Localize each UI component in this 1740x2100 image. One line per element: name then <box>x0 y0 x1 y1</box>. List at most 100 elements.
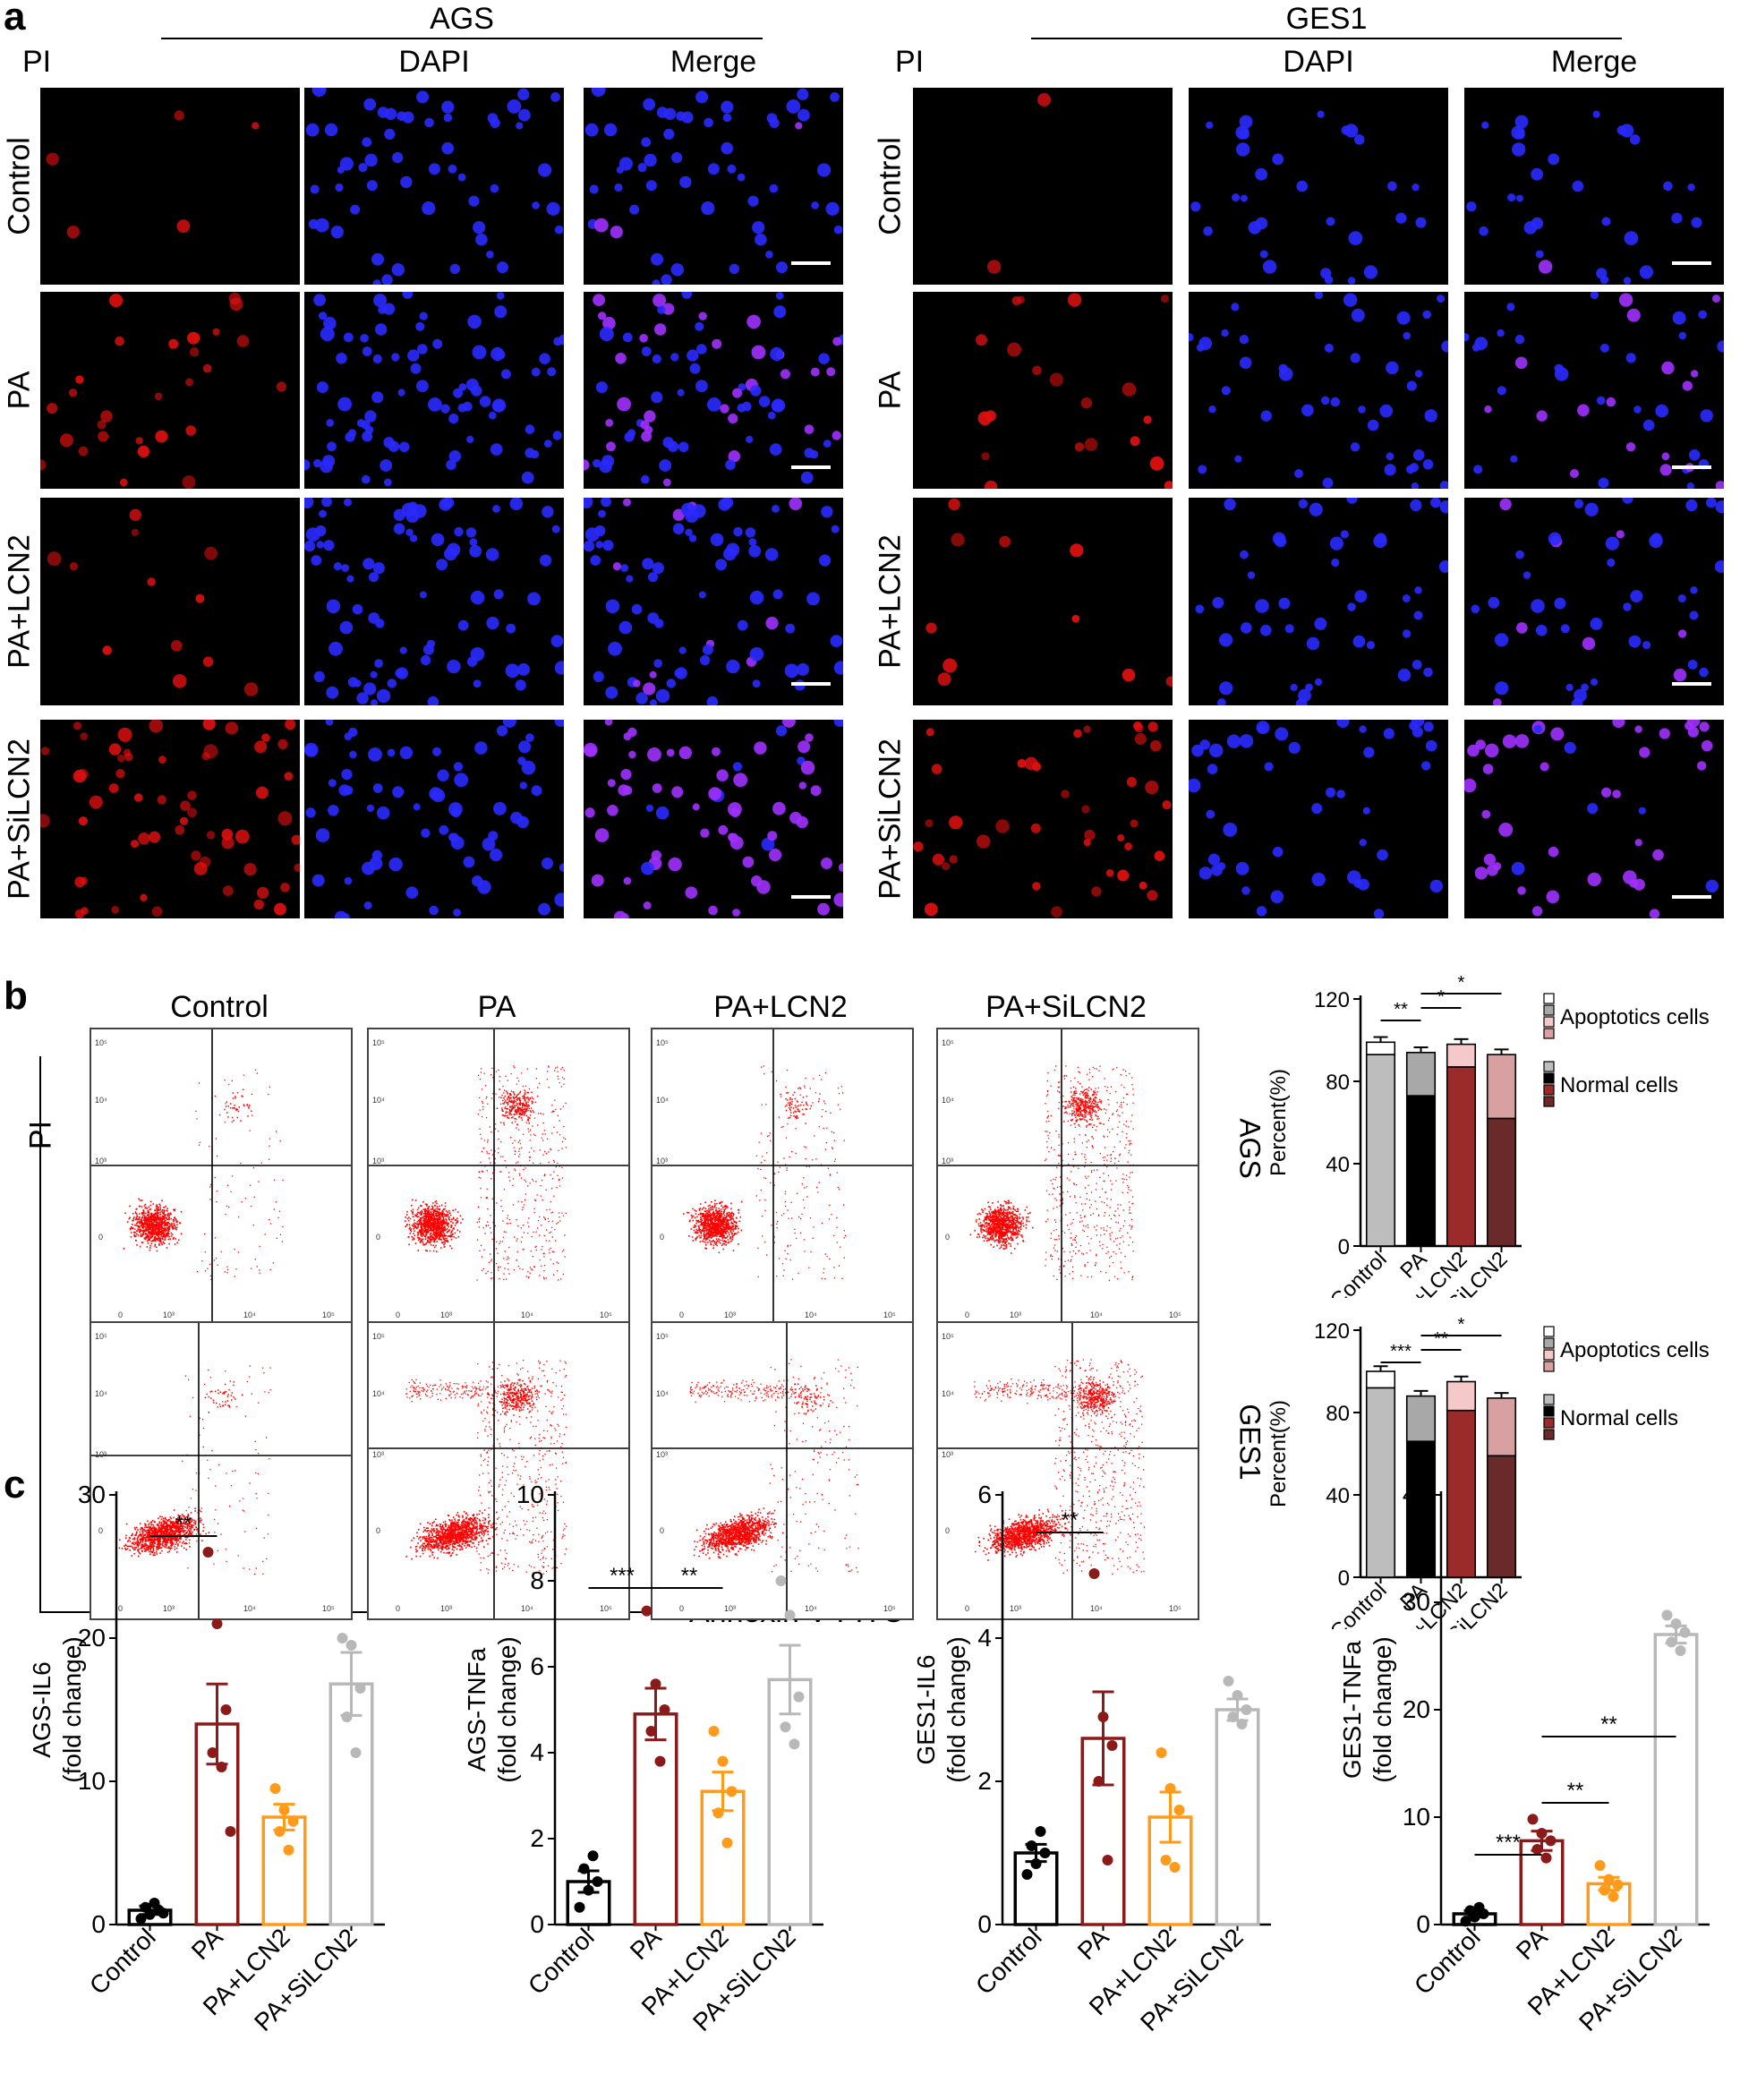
cell <box>1514 734 1530 748</box>
y-tick-label: 10 <box>1403 1803 1430 1831</box>
cell <box>1661 361 1675 375</box>
micrograph-ges1-pa-merge <box>1464 292 1724 489</box>
cell <box>1531 167 1543 181</box>
cell <box>472 875 483 887</box>
cell <box>645 180 657 192</box>
cell <box>698 591 706 599</box>
cell <box>1506 303 1515 312</box>
cell <box>1554 367 1569 381</box>
cell <box>470 647 485 662</box>
cell <box>89 795 103 809</box>
cell <box>559 863 564 872</box>
significance-label: ** <box>1062 1508 1079 1532</box>
cell <box>810 367 820 377</box>
cell <box>1260 624 1272 636</box>
cell <box>1032 882 1041 891</box>
cell <box>772 505 780 513</box>
cell <box>776 261 788 274</box>
cell <box>225 721 239 735</box>
cell <box>825 201 840 216</box>
cell <box>1467 744 1480 757</box>
cell <box>1198 337 1213 351</box>
cell <box>986 260 1002 274</box>
cell <box>769 443 782 456</box>
cell <box>781 720 796 728</box>
cell <box>1272 532 1286 546</box>
cell <box>680 502 695 517</box>
cell <box>204 546 218 560</box>
cell <box>789 498 803 510</box>
cell <box>229 297 243 312</box>
cell <box>1317 110 1325 118</box>
y-tick-label: 0 <box>376 1526 380 1535</box>
cell <box>635 692 648 704</box>
cell <box>662 478 671 487</box>
cell <box>728 414 738 424</box>
cell <box>466 435 474 443</box>
cell <box>202 656 214 667</box>
cell <box>1288 741 1301 754</box>
cell <box>604 720 613 726</box>
data-point <box>354 1683 366 1694</box>
cell <box>593 294 605 306</box>
cell <box>623 498 631 507</box>
cell <box>1714 560 1724 573</box>
cell <box>1497 386 1506 396</box>
cell <box>370 670 378 679</box>
micrograph-ags-pa-silcn2-merge <box>584 720 843 918</box>
cell <box>1712 295 1720 303</box>
data-point <box>1223 1676 1234 1686</box>
cell <box>584 540 595 552</box>
cell <box>746 435 754 443</box>
cell <box>676 111 686 121</box>
cell <box>1359 839 1367 847</box>
cell <box>677 388 685 397</box>
stacked-bar-apoptotics-cells <box>1365 1041 1396 1055</box>
cell <box>800 760 815 775</box>
cell <box>147 577 156 586</box>
cell <box>655 806 670 820</box>
cell <box>729 263 739 275</box>
y-tick-label: 0 <box>530 1910 544 1938</box>
cell <box>1262 260 1277 274</box>
cell <box>1240 550 1249 559</box>
cell <box>695 90 709 104</box>
cell <box>255 786 269 799</box>
cell <box>1007 342 1021 357</box>
cell <box>1574 499 1584 508</box>
cell <box>1403 331 1412 340</box>
cell <box>1590 678 1599 687</box>
cell <box>108 743 122 755</box>
cell <box>651 252 663 266</box>
cell <box>1347 602 1356 611</box>
cell <box>948 498 960 511</box>
y-tick-label: 30 <box>1403 1588 1430 1616</box>
y-tick-label: 10 <box>78 1767 106 1795</box>
cell <box>1130 819 1139 828</box>
cell <box>1624 231 1639 245</box>
cell <box>1256 906 1267 917</box>
cell <box>584 807 595 818</box>
cell <box>1533 724 1542 734</box>
significance-label: * <box>1458 1315 1465 1335</box>
cell <box>1673 668 1687 682</box>
cell <box>617 397 631 412</box>
cell <box>440 404 450 414</box>
cell <box>1516 194 1523 202</box>
cell <box>678 646 687 654</box>
cell <box>1117 869 1130 882</box>
cell <box>1628 635 1642 648</box>
cell <box>415 321 425 331</box>
cell <box>830 92 840 102</box>
cell <box>720 404 729 414</box>
cell <box>678 746 692 760</box>
cell <box>1147 890 1158 901</box>
stacked-bar-apoptotics-cells <box>1365 1370 1396 1389</box>
cell <box>1466 201 1477 212</box>
cell <box>1479 226 1488 236</box>
cell <box>1347 277 1356 285</box>
cell <box>1652 849 1664 861</box>
cell <box>157 795 166 805</box>
cell <box>1412 449 1425 461</box>
micrograph-ags-pa-merge <box>584 292 843 489</box>
